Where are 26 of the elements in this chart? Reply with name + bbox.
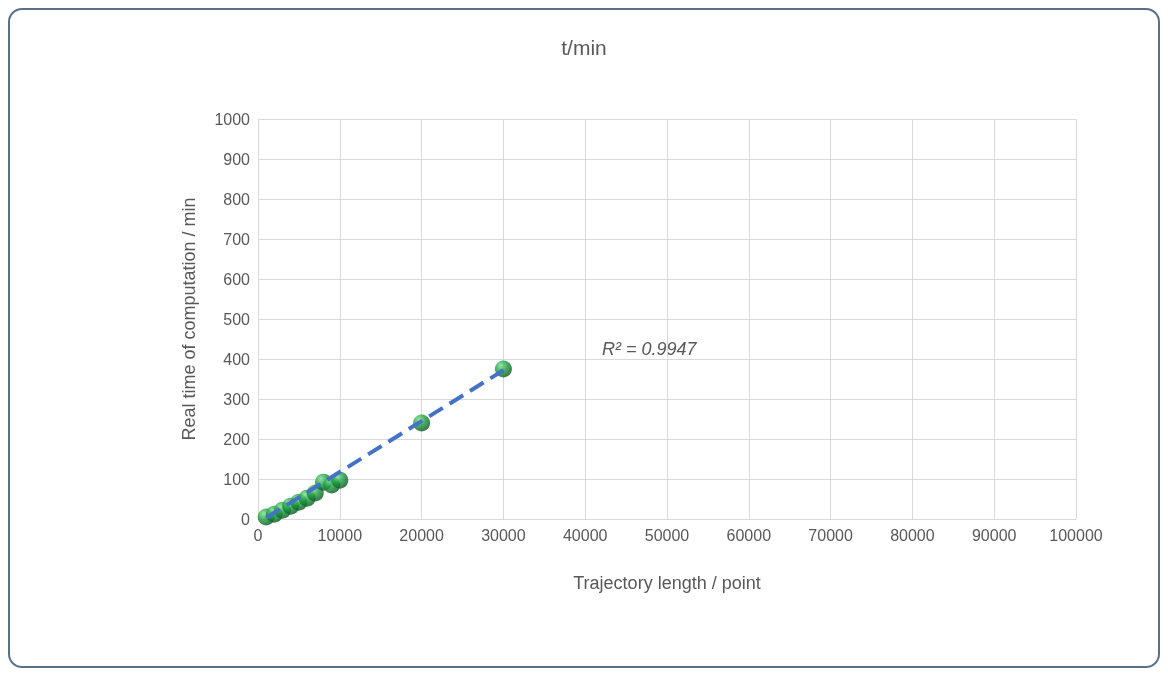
y-tick-label: 500: [223, 310, 251, 328]
y-tick-label: 100: [223, 470, 251, 488]
annotation: R² = 0.9947: [602, 339, 698, 359]
y-tick-label: 900: [223, 150, 251, 168]
x-tick-label: 40000: [562, 526, 608, 544]
x-axis-title: Trajectory length / point: [573, 573, 761, 593]
x-tick-label: 90000: [971, 526, 1017, 544]
chart-title: t/min: [561, 36, 607, 59]
x-tick-label: 10000: [317, 526, 363, 544]
x-tick-label: 80000: [890, 526, 935, 544]
x-tick-label: 60000: [726, 526, 772, 544]
y-tick-label: 0: [241, 510, 251, 528]
x-tick-label: 70000: [808, 526, 853, 544]
y-tick-label: 300: [223, 390, 251, 408]
x-tick-label: 50000: [644, 526, 690, 544]
y-tick-label: 800: [223, 190, 251, 208]
x-tick-label: 30000: [481, 526, 526, 544]
y-tick-label: 700: [223, 230, 251, 248]
x-tick-label: 100000: [1049, 526, 1103, 544]
y-tick-label: 200: [223, 430, 251, 448]
y-tick-label: 600: [223, 270, 251, 288]
y-tick-label: 1000: [214, 110, 251, 128]
y-axis-title: Real time of computation / min: [179, 197, 199, 441]
x-tick-label: 0: [253, 526, 263, 544]
x-tick-label: 20000: [399, 526, 444, 544]
y-tick-label: 400: [223, 350, 251, 368]
